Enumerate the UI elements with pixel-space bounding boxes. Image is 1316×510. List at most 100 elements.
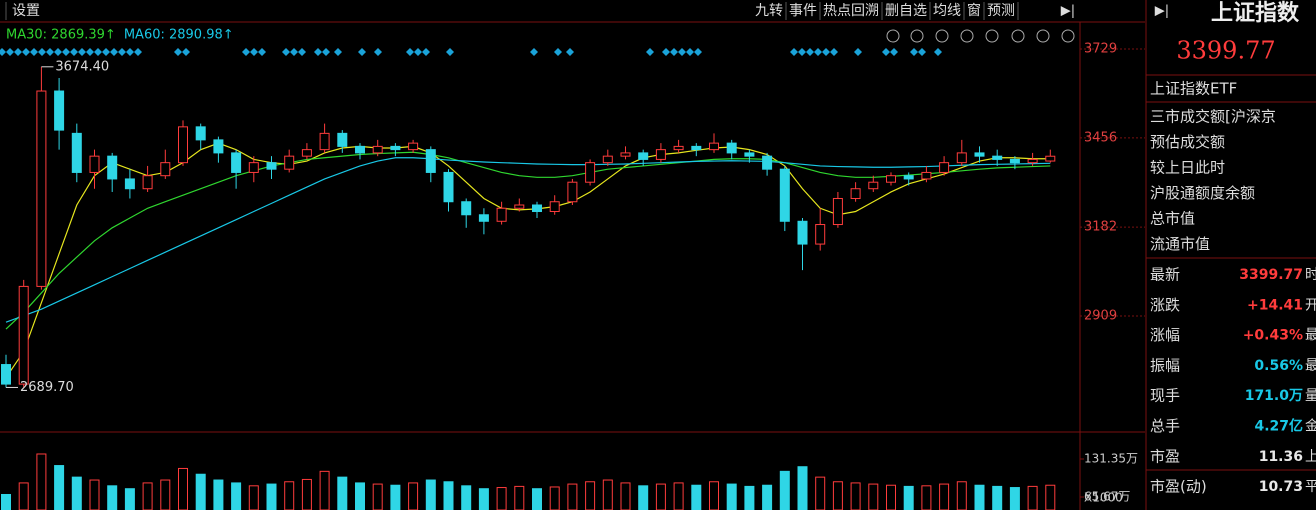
panel-item[interactable]: 流通市值 (1150, 235, 1210, 253)
tool-icon[interactable] (1061, 29, 1075, 43)
panel-item[interactable]: 预估成交额 (1150, 133, 1225, 151)
toolbar-item[interactable]: 设置 (12, 3, 40, 19)
volume-bar (744, 485, 755, 510)
event-marker[interactable] (670, 48, 678, 56)
event-marker[interactable] (374, 48, 382, 56)
toolbar-item[interactable]: 预测 (987, 3, 1015, 19)
candle-body (921, 171, 932, 180)
event-marker[interactable] (910, 48, 918, 56)
event-marker[interactable] (38, 48, 46, 56)
event-marker[interactable] (694, 48, 702, 56)
stat-tail: 量 (1305, 388, 1316, 404)
event-marker[interactable] (94, 48, 102, 56)
panel-item[interactable]: 较上日此时 (1150, 159, 1225, 177)
pin-icon[interactable]: ▶| (1061, 4, 1075, 19)
event-marker[interactable] (814, 48, 822, 56)
toolbar-item[interactable]: 九转 (755, 3, 783, 19)
event-marker[interactable] (86, 48, 94, 56)
event-marker[interactable] (422, 48, 430, 56)
stat-value: 11.36 (1259, 449, 1303, 465)
event-marker[interactable] (918, 48, 926, 56)
event-marker[interactable] (678, 48, 686, 56)
candle-body (567, 181, 578, 203)
tool-icon[interactable] (886, 29, 900, 43)
toolbar-item[interactable]: 事件 (789, 3, 817, 19)
tool-icon[interactable] (1036, 29, 1050, 43)
event-marker[interactable] (126, 48, 134, 56)
event-marker[interactable] (258, 48, 266, 56)
event-marker[interactable] (242, 48, 250, 56)
event-marker[interactable] (662, 48, 670, 56)
event-marker[interactable] (182, 48, 190, 56)
tool-icon[interactable] (1011, 29, 1025, 43)
candle-body (709, 142, 719, 151)
panel-item[interactable]: 三市成交额[沪深京 (1150, 108, 1276, 126)
event-marker[interactable] (686, 48, 694, 56)
candle-body (355, 145, 365, 154)
event-marker[interactable] (282, 48, 290, 56)
volume-bar (532, 488, 542, 510)
event-marker[interactable] (414, 48, 422, 56)
event-marker[interactable] (322, 48, 330, 56)
event-marker[interactable] (134, 48, 142, 56)
event-marker[interactable] (22, 48, 30, 56)
candle-body (443, 171, 454, 203)
tool-icon[interactable] (910, 29, 924, 43)
event-marker[interactable] (62, 48, 70, 56)
event-marker[interactable] (566, 48, 574, 56)
toolbar-item[interactable]: 热点回溯 (823, 3, 879, 19)
event-marker[interactable] (110, 48, 118, 56)
candle-body (620, 152, 631, 157)
event-marker[interactable] (822, 48, 830, 56)
event-marker[interactable] (830, 48, 838, 56)
event-marker[interactable] (30, 48, 38, 56)
event-marker[interactable] (406, 48, 414, 56)
event-marker[interactable] (334, 48, 342, 56)
tool-icon[interactable] (935, 29, 949, 43)
event-marker[interactable] (14, 48, 22, 56)
event-marker[interactable] (446, 48, 454, 56)
pin-icon[interactable]: ▶| (1155, 4, 1169, 19)
event-marker[interactable] (358, 48, 366, 56)
event-marker[interactable] (934, 48, 942, 56)
volume-bar (974, 484, 985, 510)
event-marker[interactable] (646, 48, 654, 56)
event-marker[interactable] (890, 48, 898, 56)
panel-etf[interactable]: 上证指数ETF (1150, 80, 1237, 98)
event-marker[interactable] (70, 48, 78, 56)
event-marker[interactable] (250, 48, 258, 56)
event-marker[interactable] (102, 48, 110, 56)
event-marker[interactable] (6, 48, 14, 56)
event-marker[interactable] (854, 48, 862, 56)
event-marker[interactable] (0, 48, 6, 56)
event-marker[interactable] (46, 48, 54, 56)
event-marker[interactable] (798, 48, 806, 56)
tool-icon[interactable] (960, 29, 974, 43)
volume-bar (178, 467, 188, 510)
panel-item[interactable]: 沪股通额度余额 (1150, 184, 1255, 202)
volume-bar (567, 483, 578, 510)
event-marker[interactable] (118, 48, 126, 56)
panel-item[interactable]: 总市值 (1150, 210, 1195, 228)
toolbar-item[interactable]: 删自选 (885, 3, 927, 19)
stat-tail: 金 (1305, 419, 1316, 435)
tool-icon[interactable] (985, 29, 999, 43)
y-tick-label: 3456 (1084, 130, 1117, 145)
event-marker[interactable] (806, 48, 814, 56)
event-marker[interactable] (554, 48, 562, 56)
toolbar-item[interactable]: 窗 (967, 2, 981, 19)
event-marker[interactable] (790, 48, 798, 56)
event-marker[interactable] (298, 48, 306, 56)
event-marker[interactable] (314, 48, 322, 56)
event-marker[interactable] (78, 48, 86, 56)
event-marker[interactable] (174, 48, 182, 56)
event-marker[interactable] (882, 48, 890, 56)
event-marker[interactable] (54, 48, 62, 56)
volume-bar (319, 470, 330, 510)
toolbar-item[interactable]: 均线 (933, 3, 961, 19)
event-marker[interactable] (290, 48, 298, 56)
volume-bar (408, 482, 419, 510)
event-marker[interactable] (530, 48, 538, 56)
candle-body (195, 126, 206, 141)
